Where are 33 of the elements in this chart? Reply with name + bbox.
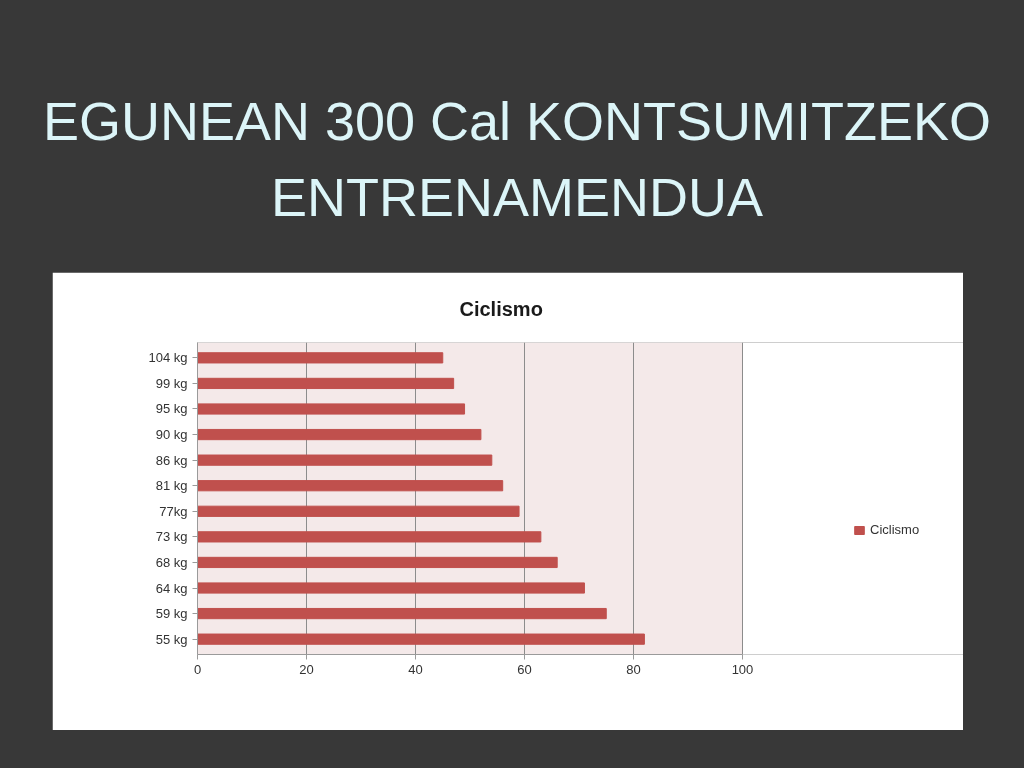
y-tick-label: 99 kg	[155, 375, 188, 391]
y-tick-label: 86 kg	[155, 452, 188, 468]
bar	[197, 531, 542, 543]
y-tick-label: 95 kg	[155, 401, 188, 417]
y-tick-label: 104 kg	[148, 350, 188, 366]
legend-label: Ciclismo	[870, 522, 920, 537]
y-tick-label: 73 kg	[155, 529, 188, 545]
x-tick-label: 100	[731, 661, 754, 677]
bar	[197, 556, 558, 569]
y-tick-label: 55 kg	[155, 631, 188, 647]
chart-title: EGUNEAN 300 Cal KONTSUMITZEKO ENTRENAMENDUA	[41, 90, 993, 229]
y-tick-label: 64 kg	[155, 580, 188, 596]
bar	[197, 454, 493, 466]
x-tick-label: 80	[626, 661, 641, 677]
bar	[197, 582, 585, 594]
y-tick-label: 90 kg	[155, 427, 188, 443]
bar	[197, 377, 455, 390]
y-tick-label: 81 kg	[155, 478, 188, 494]
y-tick-label: 77kg	[159, 503, 188, 519]
bar	[197, 428, 482, 441]
x-tick-label: 40	[408, 661, 423, 677]
y-tick-label: 68 kg	[155, 554, 188, 570]
x-tick-label: 0	[193, 661, 202, 677]
bar	[197, 607, 607, 620]
bar	[197, 352, 444, 364]
x-tick-label: 60	[517, 661, 532, 677]
x-tick-label: 20	[299, 661, 314, 677]
bar	[197, 403, 466, 415]
bar	[197, 480, 504, 492]
bar	[197, 505, 520, 517]
bar	[197, 633, 645, 645]
y-tick-label: 59 kg	[155, 606, 188, 622]
chart-subtitle: Ciclismo	[459, 297, 543, 320]
